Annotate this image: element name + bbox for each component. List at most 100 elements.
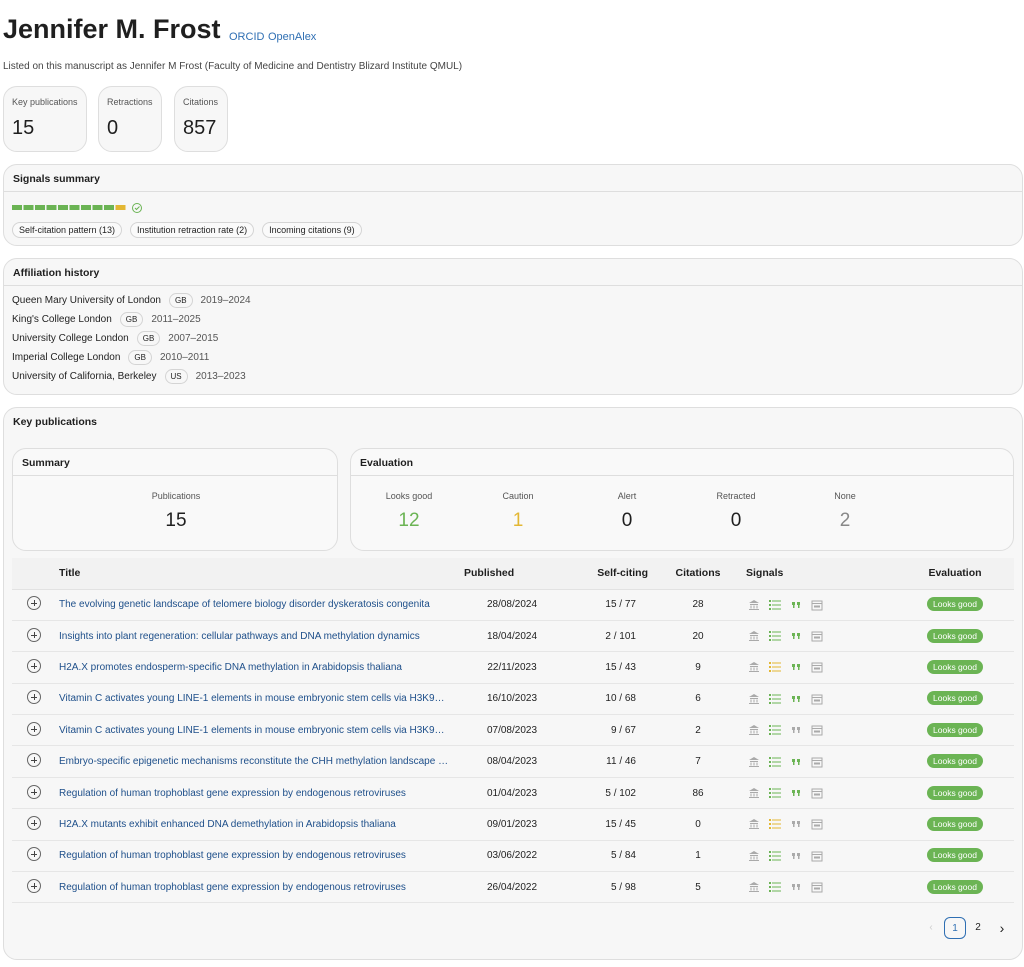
affiliation-row: Imperial College London GB 2010–2011 [12, 348, 1014, 367]
title-cell[interactable]: Vitamin C activates young LINE-1 element… [58, 683, 456, 716]
expand-cell [12, 840, 58, 873]
signal-icon [769, 882, 781, 893]
title-cell[interactable]: The evolving genetic landscape of telome… [58, 589, 456, 621]
title-cell[interactable]: Regulation of human trophoblast gene exp… [58, 840, 456, 873]
signal-icon [792, 758, 800, 765]
title-cell[interactable]: H2A.X promotes endosperm-specific DNA me… [58, 651, 456, 684]
column-header[interactable]: Published [456, 558, 568, 590]
stat-value: 15 [12, 117, 35, 139]
affiliation-card: Affiliation history Queen Mary Universit… [3, 258, 1023, 395]
affiliation-row: University College London GB 2007–2015 [12, 329, 1014, 348]
signal-icon [811, 631, 823, 642]
column-header[interactable]: Citations [656, 558, 740, 590]
title-cell[interactable]: H2A.X mutants exhibit enhanced DNA demet… [58, 808, 456, 841]
prev-page[interactable]: ‹ [929, 922, 933, 933]
evaluation-badge: Looks good [927, 659, 983, 674]
expand-button[interactable] [27, 847, 41, 862]
evaluation-badge: Looks good [927, 754, 983, 769]
signal-icon [769, 599, 781, 610]
evaluation-cell: Looks good [896, 651, 1014, 684]
signal-chip[interactable]: Self-citation pattern (13) [12, 222, 123, 238]
institution: King's College London [12, 314, 112, 325]
expand-button[interactable] [27, 721, 41, 736]
country-code: GB [168, 293, 193, 308]
signals-cell [740, 840, 896, 873]
stat-card: Key publications 15 [3, 86, 87, 152]
signal-icon [792, 790, 800, 797]
title-cell[interactable]: Vitamin C activates young LINE-1 element… [58, 714, 456, 747]
table-row: Regulation of human trophoblast gene exp… [12, 777, 1014, 810]
self-citing-cell: 15 / 77 [568, 589, 656, 621]
orcid-link[interactable]: ORCID [229, 31, 265, 43]
title-cell[interactable]: Regulation of human trophoblast gene exp… [58, 777, 456, 810]
card-title: Evaluation [351, 449, 1013, 476]
stat-label: Looks good [385, 491, 433, 501]
expand-button[interactable] [27, 658, 41, 673]
published-cell: 22/11/2023 [456, 651, 568, 684]
expand-button[interactable] [27, 815, 41, 830]
expand-button[interactable] [27, 753, 41, 768]
evaluation-badge: Looks good [927, 816, 983, 831]
column-header[interactable]: Self-citing [568, 558, 656, 590]
stat-label: Citations [183, 97, 219, 107]
table-row: Embryo-specific epigenetic mechanisms re… [12, 745, 1014, 778]
openalex-link[interactable]: OpenAlex [268, 31, 317, 43]
header-cell [12, 558, 58, 590]
citations-cell: 1 [656, 840, 740, 873]
signal-icon [792, 633, 800, 640]
page-button[interactable]: 1 [944, 917, 966, 939]
affiliation-row: University of California, Berkeley US 2013… [12, 367, 1014, 386]
table-row: H2A.X promotes endosperm-specific DNA me… [12, 651, 1014, 684]
stat-value: 857 [183, 117, 217, 139]
expand-button[interactable] [27, 690, 41, 705]
signals-cell [740, 808, 896, 841]
citations-cell: 28 [656, 589, 740, 621]
signal-icon [811, 600, 823, 611]
signal-icon [792, 695, 800, 702]
evaluation-stat: Caution 1 [468, 491, 568, 532]
signal-icon [811, 662, 823, 673]
self-citing-cell: 5 / 98 [568, 871, 656, 904]
evaluation-card: Evaluation Looks good 12 Caution 1 Alert 0 Ret… [350, 448, 1014, 551]
column-header[interactable]: Signals [740, 558, 896, 590]
signal-icon [792, 821, 800, 828]
table-row: Regulation of human trophoblast gene exp… [12, 871, 1014, 904]
listed-as: Listed on this manuscript as Jennifer M … [3, 61, 463, 72]
signals-cell [740, 777, 896, 810]
column-header[interactable]: Title [58, 558, 456, 590]
signal-icon [769, 756, 781, 767]
expand-cell [12, 683, 58, 716]
next-page[interactable]: › [999, 920, 1005, 936]
expand-cell [12, 714, 58, 747]
signal-icon [811, 694, 823, 705]
summary-stat: Publications 15 [126, 491, 226, 532]
signal-chip[interactable]: Incoming citations (9) [262, 222, 362, 238]
column-header[interactable]: Evaluation [896, 558, 1014, 590]
published-cell: 16/10/2023 [456, 683, 568, 716]
evaluation-cell: Looks good [896, 589, 1014, 621]
card-title: Key publications [13, 416, 98, 428]
title-cell[interactable]: Embryo-specific epigenetic mechanisms re… [58, 745, 456, 778]
card-title: Signals summary [4, 165, 1022, 192]
expand-button[interactable] [27, 596, 41, 611]
citations-cell: 7 [656, 745, 740, 778]
institution: University of California, Berkeley [12, 371, 157, 382]
summary-card: Summary Publications 15 [12, 448, 338, 551]
expand-button[interactable] [27, 878, 41, 893]
title-cell[interactable]: Regulation of human trophoblast gene exp… [58, 871, 456, 904]
title-cell[interactable]: Insights into plant regeneration: cellul… [58, 620, 456, 653]
country-code: GB [128, 350, 152, 365]
table-row: Insights into plant regeneration: cellul… [12, 620, 1014, 653]
self-citing-cell: 5 / 102 [568, 777, 656, 810]
self-citing-cell: 15 / 43 [568, 651, 656, 684]
expand-button[interactable] [27, 784, 41, 799]
expand-button[interactable] [27, 627, 41, 642]
signal-icon [749, 725, 759, 736]
signal-icon [792, 601, 800, 608]
publications-table: Title Published Self-citing Citations Signal… [12, 558, 1014, 904]
signal-chip[interactable]: Institution retraction rate (2) [130, 222, 255, 238]
signal-icon [811, 819, 823, 830]
citations-cell: 20 [656, 620, 740, 653]
citations-cell: 86 [656, 777, 740, 810]
page-button[interactable]: 2 [975, 922, 981, 933]
